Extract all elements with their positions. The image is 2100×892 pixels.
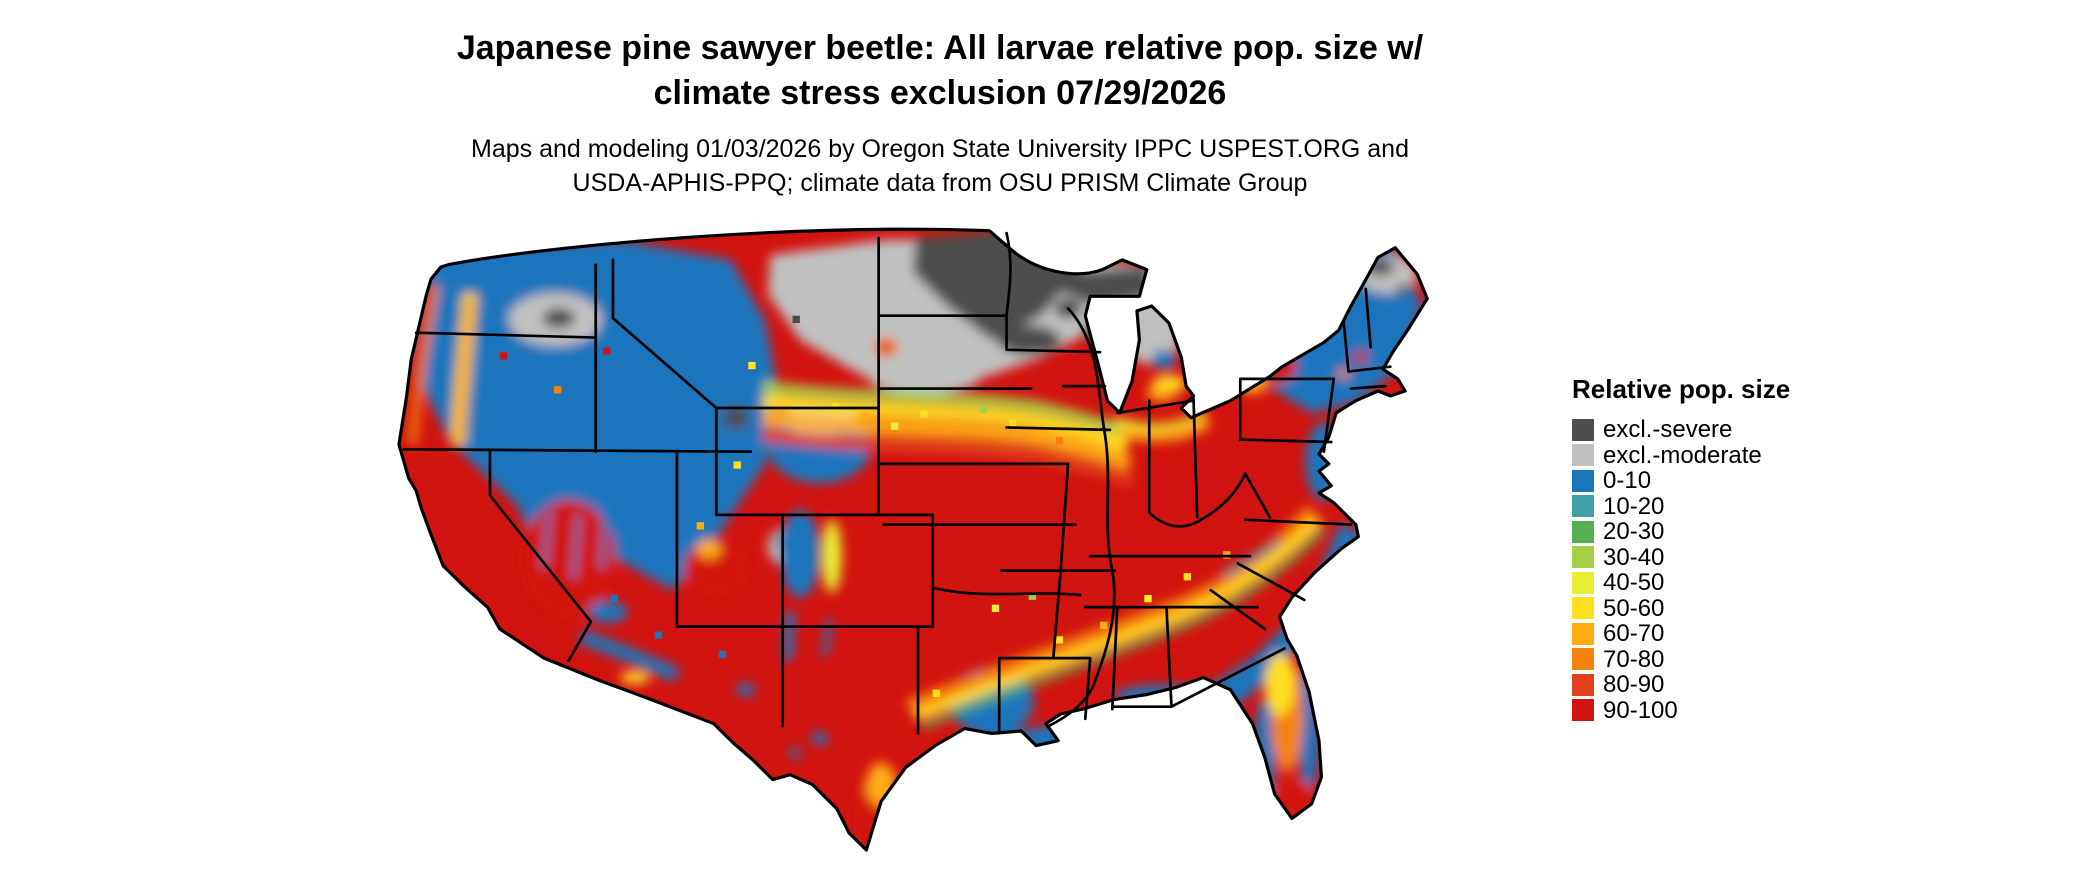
legend-items: excl.-severe excl.-moderate 0-10 10-20 20-30… <box>1572 417 1790 723</box>
legend-item: 60-70 <box>1572 621 1790 647</box>
legend-swatch <box>1572 571 1594 594</box>
legend-label: 60-70 <box>1603 620 1665 648</box>
figure-header: Japanese pine sawyer beetle: All larvae … <box>0 26 1880 200</box>
legend-swatch <box>1572 469 1594 492</box>
legend-swatch <box>1572 597 1594 620</box>
legend-item: 40-50 <box>1572 570 1790 596</box>
legend-label: 30-40 <box>1603 543 1665 571</box>
legend-label: 70-80 <box>1603 645 1665 673</box>
legend-swatch <box>1572 648 1594 671</box>
legend-item: excl.-severe <box>1572 417 1790 443</box>
legend-title: Relative pop. size <box>1572 374 1791 404</box>
legend-swatch <box>1572 520 1594 543</box>
legend-swatch <box>1572 418 1594 441</box>
legend-item: 10-20 <box>1572 494 1790 520</box>
legend: Relative pop. size excl.-severe excl.-mod… <box>1572 374 1790 723</box>
legend-swatch <box>1572 546 1594 569</box>
us-map <box>303 204 1533 884</box>
map-title-line2: climate stress exclusion 07/29/2026 <box>653 74 1227 112</box>
legend-label: 50-60 <box>1603 594 1665 622</box>
legend-item: 90-100 <box>1572 698 1790 724</box>
us-map-svg <box>397 227 1429 852</box>
legend-item: 0-10 <box>1572 468 1790 494</box>
map-subtitle: Maps and modeling 01/03/2026 by Oregon S… <box>0 132 1880 200</box>
legend-item: 30-40 <box>1572 545 1790 571</box>
us-outline <box>397 227 1429 852</box>
map-subtitle-line2: USDA-APHIS-PPQ; climate data from OSU PR… <box>572 169 1308 197</box>
legend-item: excl.-moderate <box>1572 443 1790 469</box>
legend-label: 40-50 <box>1603 569 1665 597</box>
legend-label: 0-10 <box>1603 467 1652 495</box>
state-boundaries <box>402 231 1392 735</box>
legend-item: 80-90 <box>1572 672 1790 698</box>
legend-item: 20-30 <box>1572 519 1790 545</box>
map-subtitle-line1: Maps and modeling 01/03/2026 by Oregon S… <box>471 135 1409 163</box>
legend-swatch <box>1572 622 1594 645</box>
legend-swatch <box>1572 444 1594 467</box>
legend-label: excl.-severe <box>1603 416 1733 444</box>
legend-item: 70-80 <box>1572 647 1790 673</box>
map-title-line1: Japanese pine sawyer beetle: All larvae … <box>456 29 1424 67</box>
legend-swatch <box>1572 699 1594 722</box>
legend-label: 20-30 <box>1603 518 1665 546</box>
legend-label: 90-100 <box>1603 696 1678 724</box>
legend-label: 10-20 <box>1603 492 1665 520</box>
legend-swatch <box>1572 673 1594 696</box>
legend-item: 50-60 <box>1572 596 1790 622</box>
legend-label: 80-90 <box>1603 671 1665 699</box>
legend-swatch <box>1572 495 1594 518</box>
legend-label: excl.-moderate <box>1603 441 1762 469</box>
